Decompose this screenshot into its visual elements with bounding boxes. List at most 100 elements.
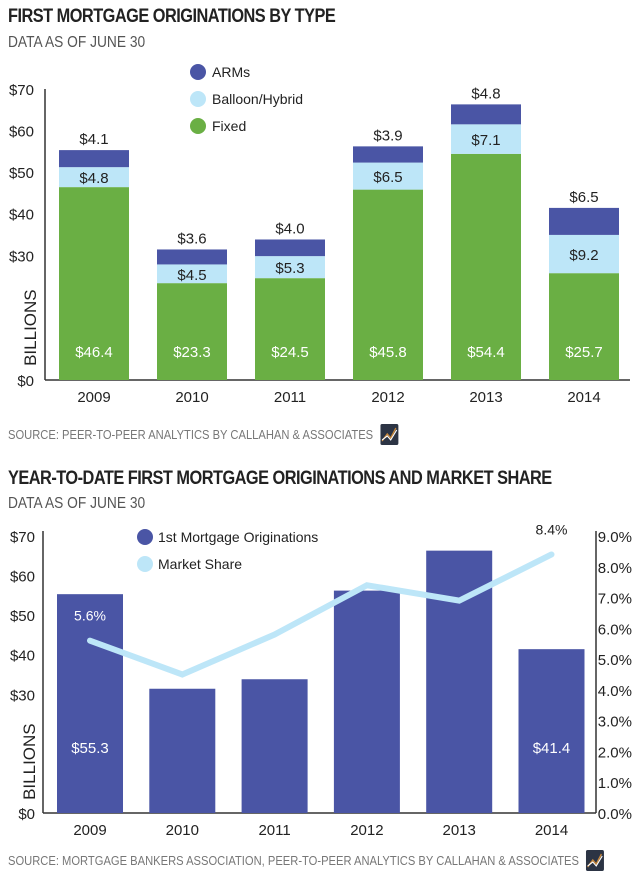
y2-tick-label: 0.0% (598, 806, 632, 823)
callahan-logo-icon (380, 424, 399, 445)
legend-swatch-fixed (190, 118, 206, 134)
bar-fixed-2011 (255, 278, 325, 380)
legend-label-arms: ARMs (212, 64, 250, 80)
x-tick-label: 2011 (274, 389, 306, 406)
y-tick-label: $70 (10, 529, 35, 546)
y-tick-label: $70 (9, 82, 34, 99)
chart2-subtitle: DATA AS OF JUNE 30 (8, 495, 146, 512)
bar-originations-2010 (149, 688, 216, 813)
y-tick-label: $50 (10, 608, 35, 625)
chart2-title: YEAR-TO-DATE FIRST MORTGAGE ORIGINATIONS… (8, 468, 552, 489)
y-tick-label: $40 (9, 207, 34, 224)
data-label-fixed: $24.5 (271, 344, 309, 361)
data-label-fixed: $54.4 (467, 344, 505, 361)
data-label-arms: $4.1 (79, 131, 108, 148)
x-tick-label: 2013 (443, 822, 476, 839)
y2-tick-label: 9.0% (598, 529, 632, 546)
bar-originations-2009 (57, 594, 123, 813)
data-label-balloon-hybrid: $4.8 (79, 170, 108, 187)
y-tick-label: $40 (10, 648, 35, 665)
bar-originations-2012 (333, 590, 400, 813)
data-label-balloon-hybrid: $9.2 (569, 247, 598, 264)
data-label-originations: $55.3 (71, 740, 109, 757)
bar-arms-2012 (353, 146, 423, 163)
data-label-balloon-hybrid: $4.5 (177, 267, 206, 284)
chart1-title: FIRST MORTGAGE ORIGINATIONS BY TYPE (8, 6, 336, 27)
x-tick-label: 2009 (73, 822, 106, 839)
y2-tick-label: 7.0% (598, 591, 632, 608)
bar-arms-2014 (549, 207, 619, 235)
data-label-balloon-hybrid: $6.5 (373, 169, 402, 186)
x-tick-label: 2012 (350, 822, 383, 839)
bar-arms-2013 (451, 104, 521, 125)
data-label-originations: $41.4 (533, 740, 571, 757)
chart1-subtitle: DATA AS OF JUNE 30 (8, 34, 146, 51)
x-tick-label: 2014 (567, 389, 600, 406)
bar-arms-2010 (157, 249, 227, 265)
y-tick-label: $60 (9, 124, 34, 141)
y2-tick-label: 5.0% (598, 652, 632, 669)
chart2-source: SOURCE: MORTGAGE BANKERS ASSOCIATION, PE… (8, 850, 604, 871)
data-label-arms: $6.5 (569, 189, 598, 206)
x-tick-label: 2012 (371, 389, 404, 406)
x-tick-label: 2011 (258, 822, 290, 839)
chart1-plot: $0 $30 $40 $50 $60 $70 BILLIONS $46.4 $4.8 $4.1 20… (9, 64, 630, 406)
legend-swatch-balloon-hybrid (190, 91, 206, 107)
callahan-logo-icon (585, 850, 604, 871)
data-label-arms: $3.6 (177, 230, 206, 247)
bar-balloon-hybrid-2009 (59, 167, 129, 188)
data-label-balloon-hybrid: $5.3 (275, 260, 304, 277)
legend-label-1st-mortgage-originations: 1st Mortgage Originations (158, 529, 318, 545)
y-tick-label: $60 (10, 569, 35, 586)
legend-swatch-market-share (137, 556, 153, 572)
x-tick-label: 2010 (175, 389, 208, 406)
data-label-fixed: $25.7 (565, 344, 603, 361)
y2-tick-label: 6.0% (598, 621, 632, 638)
legend-swatch-1st-mortgage-originations (137, 529, 153, 545)
bar-fixed-2012 (353, 189, 423, 380)
y-tick-label: $0 (18, 806, 35, 823)
chart2-source-text: SOURCE: MORTGAGE BANKERS ASSOCIATION, PE… (8, 853, 579, 868)
legend-label-market-share: Market Share (158, 556, 242, 572)
chart2-plot: $0 $30 $40 $50 $60 $70 0.0% 1.0% 2.0% 3.0% 4.0% 5.0… (10, 521, 632, 839)
x-tick-label: 2013 (469, 389, 502, 406)
data-label-arms: $4.0 (275, 220, 304, 237)
y-axis-label: BILLIONS (21, 289, 40, 366)
y-tick-label: $30 (10, 687, 35, 704)
chart1-source-text: SOURCE: PEER-TO-PEER ANALYTICS BY CALLAH… (8, 427, 374, 442)
bar-arms-2011 (255, 239, 325, 257)
data-label-arms: $4.8 (471, 85, 500, 102)
legend-label-fixed: Fixed (212, 118, 246, 134)
chart1-source: SOURCE: PEER-TO-PEER ANALYTICS BY CALLAH… (8, 424, 399, 445)
y2-tick-label: 8.0% (598, 560, 632, 577)
bar-arms-2009 (59, 150, 129, 168)
data-label-fixed: $45.8 (369, 344, 407, 361)
y2-tick-label: 2.0% (598, 744, 632, 761)
y2-tick-label: 3.0% (598, 714, 632, 731)
legend-label-balloon-hybrid: Balloon/Hybrid (212, 91, 303, 107)
data-label-fixed: $46.4 (75, 344, 113, 361)
bar-balloon-hybrid-2013 (451, 124, 521, 154)
bar-fixed-2013 (451, 153, 521, 380)
market-share-line (87, 551, 555, 678)
y2-tick-label: 4.0% (598, 683, 632, 700)
y-tick-label: $50 (9, 165, 34, 182)
x-tick-label: 2014 (535, 822, 568, 839)
data-label-market-share: 5.6% (74, 608, 106, 624)
y2-tick-label: 1.0% (598, 775, 632, 792)
bar-fixed-2014 (549, 273, 619, 380)
y-axis-label: BILLIONS (20, 723, 39, 800)
bar-fixed-2010 (157, 283, 227, 380)
legend-swatch-arms (190, 64, 206, 80)
bar-originations-2014 (518, 649, 585, 813)
y-tick-label: $0 (17, 373, 34, 390)
data-label-fixed: $23.3 (173, 344, 211, 361)
bar-balloon-hybrid-2010 (157, 264, 227, 284)
data-label-balloon-hybrid: $7.1 (471, 132, 500, 149)
x-tick-label: 2010 (166, 822, 199, 839)
y-tick-label: $30 (9, 248, 34, 265)
bar-balloon-hybrid-2011 (255, 256, 325, 279)
data-label-market-share: 8.4% (536, 521, 568, 537)
x-tick-label: 2009 (77, 389, 110, 406)
bar-fixed-2009 (59, 187, 129, 380)
